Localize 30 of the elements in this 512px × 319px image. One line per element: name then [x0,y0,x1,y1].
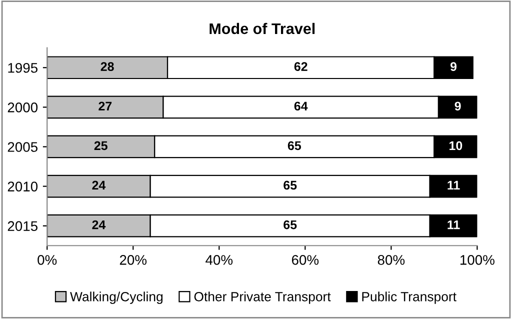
data-label: 62 [294,62,308,71]
x-tick-label: 0% [38,255,57,265]
x-tick-label: 60% [292,255,319,265]
legend-label: Other Private Transport [194,292,331,304]
data-label: 27 [98,102,112,110]
data-label: 64 [294,102,308,111]
x-tick-label: 40% [206,255,233,265]
x-tick-label: 80% [378,255,405,265]
data-label: 11 [448,220,460,230]
data-label: 65 [288,141,302,150]
data-label: 24 [92,180,106,190]
y-tick-label: 2000 [8,102,38,112]
x-tick-label: 20% [120,255,147,265]
data-label: 24 [92,220,106,230]
data-label: 65 [284,220,297,230]
data-label: 9 [450,62,457,71]
chart-title: Mode of Travel [210,22,315,34]
data-label: 11 [448,180,460,190]
data-label: 10 [450,141,462,150]
legend-label: Public Transport [362,292,456,304]
data-label: 28 [100,62,114,71]
y-tick-label: 2015 [8,221,38,232]
data-label: 25 [94,141,108,150]
y-tick-label: 2005 [8,142,38,152]
data-label: 65 [284,180,297,190]
legend-label: Walking/Cycling [70,292,163,304]
y-tick-label: 1995 [8,62,38,73]
y-tick-label: 2010 [8,182,38,192]
data-label: 9 [454,102,461,111]
x-tick-label: 100% [460,255,494,265]
